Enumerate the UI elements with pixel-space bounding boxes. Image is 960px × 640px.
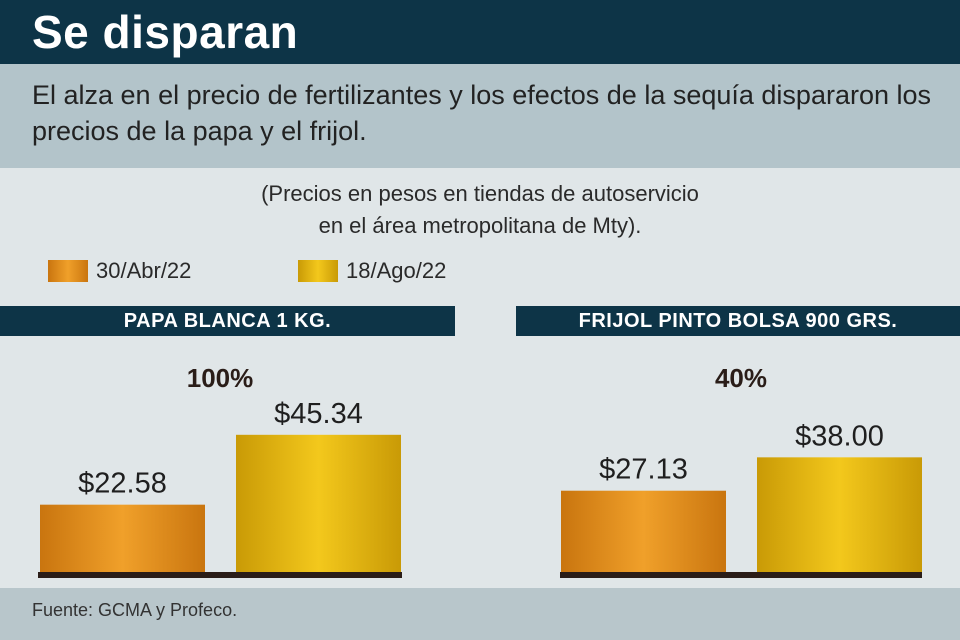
price-note: (Precios en pesos en tiendas de autoserv… xyxy=(0,178,960,242)
subtitle: El alza en el precio de fertilizantes y … xyxy=(32,80,932,146)
value-label-frijol-ago: $38.00 xyxy=(795,420,884,452)
value-label-papa-abr: $22.58 xyxy=(78,468,167,500)
subtitle-band xyxy=(0,64,960,168)
bar-papa-ago xyxy=(236,434,401,574)
price-note-line-2: en el área metropolitana de Mty). xyxy=(318,213,642,238)
change-label-frijol: 40% xyxy=(715,363,767,393)
change-label-papa: 100% xyxy=(187,363,254,393)
value-label-papa-ago: $45.34 xyxy=(274,398,363,430)
source-note: Fuente: GCMA y Profeco. xyxy=(32,600,238,620)
legend-swatch-18-ago xyxy=(298,260,338,282)
bar-frijol-abr xyxy=(561,490,726,574)
page-title: Se disparan xyxy=(32,6,299,58)
bar-papa-abr xyxy=(40,504,205,574)
panel-header-papa: PAPA BLANCA 1 KG. xyxy=(0,306,455,336)
legend-swatch-30-abr xyxy=(48,260,88,282)
value-label-frijol-abr: $27.13 xyxy=(599,454,688,486)
legend-label-30-abr: 30/Abr/22 xyxy=(96,258,192,283)
baseline-frijol xyxy=(560,572,922,578)
bar-frijol-ago xyxy=(757,457,922,574)
price-note-line-1: (Precios en pesos en tiendas de autoserv… xyxy=(261,181,699,206)
baseline-papa xyxy=(38,572,402,578)
legend-label-18-ago: 18/Ago/22 xyxy=(346,258,447,283)
footer xyxy=(0,588,960,640)
panel-header-frijol: FRIJOL PINTO BOLSA 900 GRS. xyxy=(516,306,960,336)
title-bar xyxy=(0,0,960,64)
